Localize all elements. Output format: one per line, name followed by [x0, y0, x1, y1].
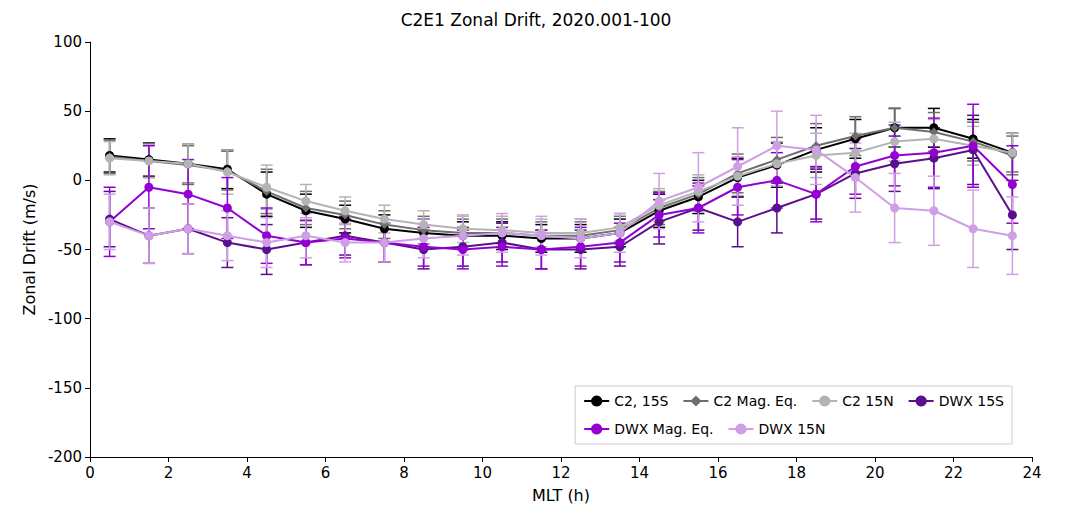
- svg-text:12: 12: [551, 464, 570, 482]
- svg-text:4: 4: [242, 464, 252, 482]
- svg-text:DWX Mag. Eq.: DWX Mag. Eq.: [614, 421, 713, 437]
- svg-text:DWX 15S: DWX 15S: [939, 393, 1004, 409]
- svg-text:0: 0: [72, 171, 82, 189]
- svg-text:0: 0: [85, 464, 95, 482]
- svg-text:20: 20: [865, 464, 884, 482]
- svg-text:18: 18: [787, 464, 806, 482]
- svg-text:C2E1 Zonal Drift, 2020.001-100: C2E1 Zonal Drift, 2020.001-100: [401, 10, 672, 30]
- svg-text:14: 14: [630, 464, 649, 482]
- svg-text:24: 24: [1022, 464, 1041, 482]
- svg-text:C2 15N: C2 15N: [842, 393, 893, 409]
- svg-text:DWX 15N: DWX 15N: [758, 421, 825, 437]
- svg-text:10: 10: [473, 464, 492, 482]
- svg-text:8: 8: [399, 464, 409, 482]
- svg-text:MLT (h): MLT (h): [532, 486, 590, 505]
- svg-text:-50: -50: [58, 241, 83, 259]
- svg-text:Zonal Drift (m/s): Zonal Drift (m/s): [20, 183, 39, 315]
- svg-text:-150: -150: [48, 379, 82, 397]
- svg-text:22: 22: [944, 464, 963, 482]
- svg-text:2: 2: [164, 464, 174, 482]
- svg-text:-100: -100: [48, 310, 82, 328]
- svg-text:16: 16: [708, 464, 727, 482]
- svg-text:-200: -200: [48, 448, 82, 466]
- svg-text:C2 Mag. Eq.: C2 Mag. Eq.: [713, 393, 797, 409]
- svg-text:C2, 15S: C2, 15S: [614, 393, 668, 409]
- svg-text:6: 6: [321, 464, 331, 482]
- svg-text:100: 100: [53, 33, 82, 51]
- svg-text:50: 50: [63, 102, 82, 120]
